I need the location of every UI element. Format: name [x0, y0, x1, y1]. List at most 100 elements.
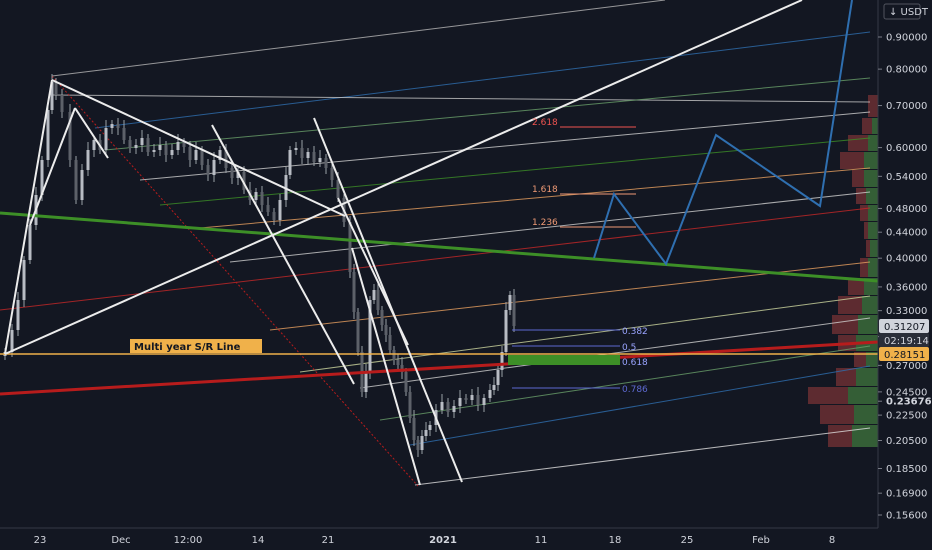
y-tick-label: 0.16900: [886, 489, 927, 500]
candle-body: [464, 398, 468, 400]
volume-profile-bar-sell: [852, 170, 864, 187]
price-tag-label: 0.28151: [884, 350, 925, 361]
candle-body: [318, 158, 322, 162]
candle-body: [446, 402, 450, 412]
candle-body: [500, 352, 504, 370]
candle-body: [236, 172, 240, 178]
y-tick-label: 0.60000: [886, 143, 927, 154]
volume-profile-bar-buy: [862, 296, 878, 314]
channel-line: [51, 0, 666, 77]
candle-body: [74, 160, 78, 200]
y-tick-label: 0.33000: [886, 306, 927, 317]
candle-body: [424, 430, 428, 436]
candle-body: [368, 300, 372, 372]
swing-trend-line: [51, 79, 346, 217]
candle-body: [356, 312, 360, 352]
diagonal-dotted-line: [51, 75, 419, 487]
volume-profile-bar-sell: [862, 118, 872, 134]
x-tick-label: 23: [34, 535, 47, 546]
y-tick-label: 0.40000: [886, 254, 927, 265]
candle-body: [28, 225, 32, 260]
fib-label: 1.618: [532, 185, 558, 195]
x-tick-label: 21: [322, 535, 335, 546]
x-tick-label: 2021: [429, 535, 457, 546]
x-tick-label: Feb: [752, 535, 770, 546]
swing-trend-line: [4, 0, 803, 355]
candle-body: [294, 148, 298, 150]
candle-body: [16, 300, 20, 330]
x-tick-label: 18: [609, 535, 622, 546]
volume-profile-bar-sell: [856, 188, 866, 204]
volume-profile-bar-buy: [868, 222, 878, 239]
candle-body: [504, 310, 508, 352]
candle-body: [452, 406, 456, 412]
candle-body: [416, 440, 420, 450]
y-tick-label: 0.15600: [886, 511, 927, 522]
channel-line: [409, 365, 871, 446]
channel-line: [359, 317, 871, 389]
swing-trend-line: [4, 79, 53, 355]
fib-label: 1.236: [532, 218, 558, 228]
y-tick-label: 0.23676: [886, 397, 932, 408]
x-tick-label: 12:00: [174, 535, 203, 546]
volume-profile-bar-buy: [868, 205, 878, 221]
candle-body: [230, 168, 234, 178]
volume-profile-bar-sell: [820, 405, 854, 424]
x-tick-label: 11: [535, 535, 548, 546]
candle-body: [50, 82, 54, 110]
candle-body: [22, 260, 26, 300]
candle-body: [352, 272, 356, 312]
candle-body: [182, 142, 186, 147]
candle-body: [496, 370, 500, 385]
y-tick-label: 0.80000: [886, 65, 927, 76]
y-tick-label: 0.44000: [886, 228, 927, 239]
swing-trend-line: [29, 107, 76, 226]
volume-profile-bar-sell: [808, 387, 848, 404]
candle-body: [400, 365, 404, 372]
volume-profile-bar-buy: [864, 278, 878, 295]
candle-body: [396, 360, 400, 365]
x-tick-label: 8: [829, 535, 835, 546]
candle-body: [288, 150, 292, 175]
candle-body: [376, 290, 380, 310]
channel-line: [159, 137, 871, 206]
candle-body: [470, 395, 474, 400]
candle-body: [116, 124, 120, 128]
fib-label: 0.382: [622, 327, 648, 337]
unit-label: ↓ USDT: [889, 7, 929, 18]
volume-profile-bar-buy: [864, 170, 878, 187]
candle-body: [128, 140, 132, 148]
volume-profile-bar-sell: [836, 368, 856, 386]
candle-body: [272, 212, 276, 220]
candle-body: [300, 148, 304, 158]
channel-line: [94, 31, 871, 129]
candle-body: [336, 180, 340, 198]
candle-body: [46, 110, 50, 160]
swing-trend-line: [74, 107, 109, 159]
x-tick-label: Dec: [111, 535, 130, 546]
candle-body: [404, 372, 408, 392]
volume-profile-bar-sell: [828, 425, 852, 447]
support-zone: [508, 355, 620, 365]
candle-body: [218, 150, 222, 160]
channel-line: [379, 345, 871, 421]
projection-path: [593, 0, 853, 267]
candle-body: [200, 150, 204, 165]
candle-body: [284, 175, 288, 200]
volume-profile-bar-buy: [848, 387, 878, 404]
y-tick-label: 0.24500: [886, 387, 927, 398]
channel-line: [139, 111, 871, 181]
x-tick-label: 25: [681, 535, 694, 546]
candle-body: [68, 112, 72, 160]
candle-body: [384, 325, 388, 335]
sr-line-label: Multi year S/R Line: [134, 342, 241, 353]
green-trend-line: [0, 211, 879, 283]
candle-body: [428, 425, 432, 430]
red-trend-line: [0, 340, 879, 396]
candle-body: [324, 158, 328, 168]
channel-line: [414, 427, 871, 486]
volume-profile-bar-buy: [858, 315, 878, 334]
volume-profile-bar-buy: [852, 425, 878, 447]
